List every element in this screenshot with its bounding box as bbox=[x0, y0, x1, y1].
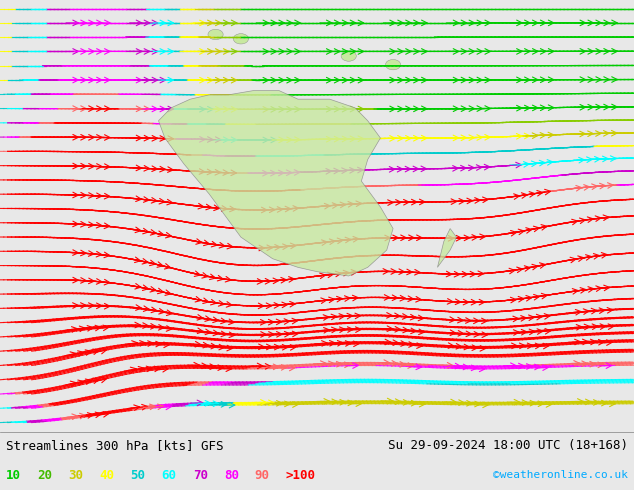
Text: 30: 30 bbox=[68, 469, 84, 482]
Text: 90: 90 bbox=[255, 469, 270, 482]
Text: 40: 40 bbox=[100, 469, 115, 482]
Text: ©weatheronline.co.uk: ©weatheronline.co.uk bbox=[493, 470, 628, 480]
Polygon shape bbox=[158, 91, 393, 276]
Circle shape bbox=[233, 34, 249, 44]
Polygon shape bbox=[437, 228, 456, 268]
Text: 10: 10 bbox=[6, 469, 22, 482]
Circle shape bbox=[208, 29, 223, 40]
Text: 80: 80 bbox=[224, 469, 239, 482]
Circle shape bbox=[385, 59, 401, 70]
Text: >100: >100 bbox=[286, 469, 316, 482]
Text: 50: 50 bbox=[131, 469, 146, 482]
Circle shape bbox=[341, 51, 356, 61]
Text: 70: 70 bbox=[193, 469, 208, 482]
Text: 60: 60 bbox=[162, 469, 177, 482]
Text: Streamlines 300 hPa [kts] GFS: Streamlines 300 hPa [kts] GFS bbox=[6, 440, 224, 452]
Text: 20: 20 bbox=[37, 469, 53, 482]
Text: Su 29-09-2024 18:00 UTC (18+168): Su 29-09-2024 18:00 UTC (18+168) bbox=[387, 440, 628, 452]
